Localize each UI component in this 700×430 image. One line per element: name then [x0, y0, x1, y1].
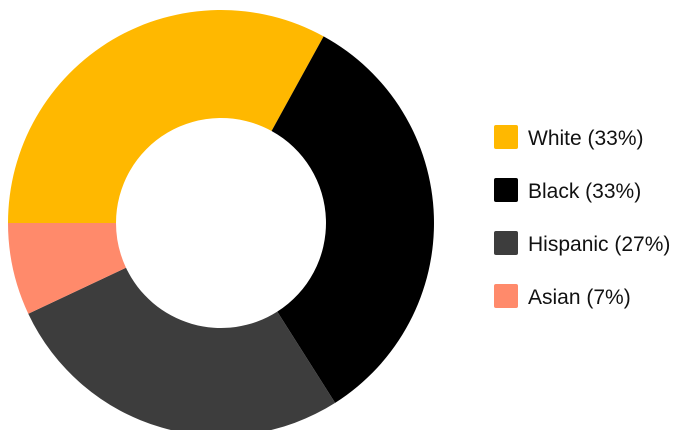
- legend-swatch-asian: [494, 284, 518, 308]
- slice-black: [271, 36, 434, 403]
- legend-item-hispanic: Hispanic (27%): [494, 231, 670, 256]
- slice-hispanic: [28, 267, 336, 430]
- legend-item-white: White (33%): [494, 125, 644, 150]
- legend-item-asian: Asian (7%): [494, 284, 631, 309]
- legend-label-black: Black (33%): [528, 180, 641, 203]
- legend-swatch-black: [494, 178, 518, 202]
- slice-white: [8, 10, 324, 224]
- legend-item-black: Black (33%): [494, 178, 641, 203]
- legend: White (33%) Black (33%) Hispanic (27%) A…: [494, 125, 670, 309]
- slice-asian: [8, 223, 126, 314]
- donut-slices: [8, 10, 434, 430]
- legend-swatch-white: [494, 125, 518, 149]
- legend-label-asian: Asian (7%): [528, 286, 631, 309]
- legend-label-white: White (33%): [528, 127, 644, 150]
- legend-label-hispanic: Hispanic (27%): [528, 233, 670, 256]
- legend-swatch-hispanic: [494, 231, 518, 255]
